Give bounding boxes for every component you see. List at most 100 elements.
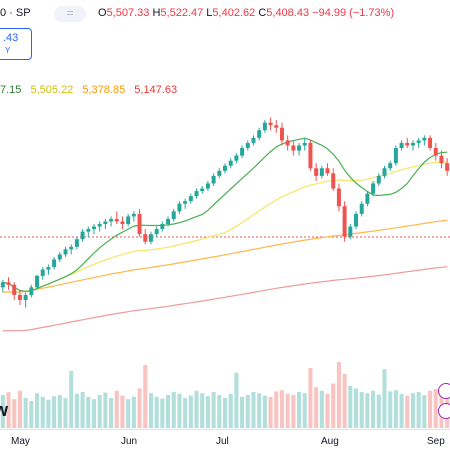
- volume-bar: [257, 393, 262, 428]
- candle-body: [416, 140, 421, 143]
- volume-bar: [143, 365, 148, 428]
- volume-bar: [46, 399, 51, 428]
- volume-bar: [348, 386, 353, 428]
- time-axis[interactable]: May Jun Jul Aug Sep: [0, 429, 450, 451]
- volume-bar: [103, 392, 108, 428]
- quote-price: .43: [3, 32, 19, 44]
- candle-body: [308, 142, 313, 169]
- volume-bar: [29, 401, 34, 428]
- candle-body: [223, 165, 227, 171]
- month-label: May: [11, 436, 30, 447]
- candle-body: [0, 282, 5, 288]
- candle-body: [331, 173, 336, 189]
- low-value: 5,402.62: [212, 7, 256, 19]
- candle-body: [348, 226, 353, 237]
- volume-bar: [297, 392, 302, 428]
- collapse-toggle-icon[interactable]: =: [54, 6, 86, 22]
- volume-bar: [416, 392, 421, 428]
- ma200-line: [2, 266, 448, 332]
- volume-bar: [12, 399, 17, 428]
- volume-bar: [376, 394, 381, 428]
- volume-bar: [234, 372, 239, 428]
- candle-body: [262, 122, 267, 131]
- candle-body: [410, 142, 415, 146]
- volume-bar: [388, 391, 393, 428]
- volume-bar: [228, 393, 233, 428]
- candle-body: [35, 275, 40, 288]
- volume-bar: [126, 399, 131, 428]
- indicator-icon[interactable]: [438, 403, 450, 419]
- brand-logo: w: [0, 400, 9, 420]
- month-label: Sep: [427, 436, 445, 447]
- candle-body: [183, 201, 188, 204]
- candle-body: [160, 224, 165, 230]
- volume-bar: [274, 391, 279, 428]
- candle-body: [234, 155, 239, 161]
- candle-body: [365, 193, 370, 204]
- candle-body: [194, 191, 199, 197]
- volume-bar: [331, 383, 336, 428]
- candle-body: [154, 229, 159, 235]
- ma20-line: [2, 137, 448, 293]
- volume-bar: [405, 395, 410, 428]
- candle-body: [217, 170, 222, 176]
- candle-body: [439, 155, 444, 164]
- volume-bar: [183, 398, 188, 428]
- candle-body: [433, 148, 438, 156]
- ma100-line: [2, 219, 448, 293]
- candle-body: [143, 234, 148, 242]
- candle-body: [63, 249, 68, 255]
- volume-bar: [69, 371, 74, 428]
- volume-bar: [371, 390, 376, 428]
- candlesticks: [0, 117, 450, 308]
- candle-body: [40, 269, 45, 276]
- volume-bar: [194, 390, 199, 428]
- candle-body: [103, 221, 108, 224]
- candle-body: [251, 137, 256, 143]
- candle-body: [428, 137, 433, 148]
- volume-bar: [80, 392, 85, 428]
- volume-bar: [23, 398, 28, 428]
- volume-bar: [97, 395, 102, 428]
- volume-bar: [382, 369, 387, 428]
- ma-value: 7.15: [0, 84, 22, 96]
- volume-bar: [160, 398, 165, 428]
- volume-bar: [262, 395, 267, 428]
- volume-bar: [91, 399, 97, 428]
- candle-body: [126, 216, 131, 224]
- candle-body: [336, 188, 341, 207]
- candle-body: [131, 213, 136, 217]
- quote-box[interactable]: .43 Y: [0, 28, 32, 60]
- volume-bar: [410, 393, 416, 428]
- candle-body: [399, 142, 404, 148]
- symbol-label[interactable]: 0 · SP: [0, 7, 31, 19]
- volume-bar: [422, 395, 427, 428]
- volume-bar: [240, 396, 245, 428]
- volume-bar: [302, 393, 307, 428]
- candle-body: [325, 168, 330, 174]
- candle-body: [120, 221, 125, 224]
- candle-body: [177, 203, 182, 212]
- volume-bar: [291, 395, 296, 428]
- candle-body: [69, 246, 74, 250]
- candle-body: [200, 188, 205, 192]
- volume-bar: [399, 393, 404, 428]
- candle-body: [393, 148, 398, 164]
- candle-body: [285, 140, 290, 146]
- volume-bar: [188, 395, 193, 428]
- volume-bar: [325, 393, 330, 428]
- candle-body: [97, 224, 102, 227]
- indicator-icon[interactable]: [438, 383, 450, 399]
- volume-bar: [285, 393, 290, 428]
- volume-bar: [200, 393, 205, 428]
- high-value: 5,522.47: [160, 7, 204, 19]
- candle-body: [80, 231, 85, 240]
- volume-bar: [148, 393, 153, 428]
- candle-body: [319, 168, 324, 176]
- month-label: Aug: [321, 436, 339, 447]
- change-value: −94.99 (−1.73%): [312, 7, 395, 19]
- volume-bar: [211, 392, 216, 428]
- volume-bar: [0, 395, 5, 428]
- volume-bar: [359, 392, 364, 428]
